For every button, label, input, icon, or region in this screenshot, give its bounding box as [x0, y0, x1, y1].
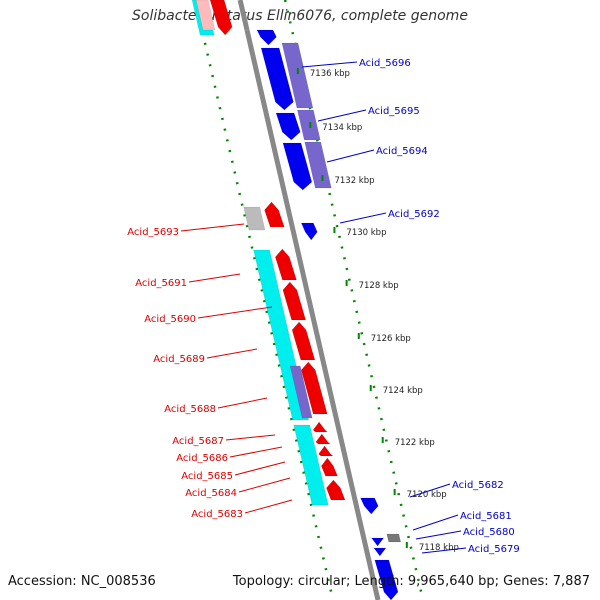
- gene-label-reverse: Acid_5680: [463, 527, 515, 538]
- cyan-feature: [293, 424, 329, 506]
- gene-arrow: [260, 47, 294, 111]
- gene-arrow: [291, 321, 316, 361]
- kbp-tick-label: 7136 kbp: [310, 69, 350, 79]
- gene-arrow: [256, 29, 277, 46]
- genome-backbone: [237, 0, 381, 600]
- accession-text: Accession: NC_008536: [8, 574, 156, 589]
- backbone-line: [244, 29, 381, 600]
- gene-label-reverse-leader: [421, 547, 467, 554]
- gene-arrow: [282, 142, 313, 191]
- gene-label-forward-leader: [188, 273, 241, 283]
- gene-label-forward: Acid_5686: [176, 453, 228, 464]
- gene-arrow: [300, 222, 318, 241]
- gene-label-forward-leader: [238, 477, 291, 493]
- kbp-tick-label: 7124 kbp: [383, 386, 423, 396]
- gene-label-forward-leader: [180, 223, 245, 232]
- gene-arrow: [275, 112, 301, 141]
- purple-feature: [304, 141, 332, 189]
- gene-label-reverse: Acid_5679: [468, 544, 520, 555]
- gene-label-forward: Acid_5684: [185, 488, 237, 499]
- kbp-tick-label: 7120 kbp: [407, 490, 447, 500]
- kbp-tick-label: 7118 kbp: [419, 543, 459, 553]
- gene-label-forward: Acid_5693: [127, 227, 179, 238]
- gene-label-forward: Acid_5685: [181, 471, 233, 482]
- gene-arrow: [326, 479, 346, 501]
- genome-summary-text: Topology: circular; Length: 9,965,640 bp…: [232, 574, 590, 589]
- gene-label-forward: Acid_5690: [144, 314, 196, 325]
- gene-label-forward-leader: [234, 461, 286, 476]
- gene-label-forward-leader: [206, 348, 258, 359]
- purple-feature: [281, 42, 314, 109]
- gene-label-forward-leader: [244, 499, 293, 514]
- purple-feature: [297, 109, 321, 141]
- gene-label-forward-leader: [229, 446, 283, 458]
- gene-arrow: [301, 361, 328, 415]
- gene-label-forward-leader: [197, 306, 273, 319]
- gene-label-reverse-leader: [339, 212, 387, 224]
- gene-arrow: [312, 421, 329, 433]
- gene-label-reverse-leader: [301, 61, 358, 68]
- gene-label-reverse-leader: [415, 530, 462, 540]
- backbone-line-top: [237, 0, 250, 31]
- gene-label-reverse-leader: [409, 483, 451, 498]
- gene-label-forward: Acid_5689: [153, 354, 205, 365]
- kbp-tick-label: 7132 kbp: [334, 176, 374, 186]
- gene-label-reverse-leader: [317, 109, 367, 122]
- gene-label-forward-leader: [225, 434, 276, 441]
- gene-label-reverse: Acid_5682: [452, 480, 504, 491]
- grey-feature: [386, 533, 401, 543]
- gene-arrow: [369, 537, 385, 547]
- kbp-scale: 7136 kbp 7134 kbp 7132 kbp 7130 kbp 7128 kbp…: [296, 68, 459, 553]
- gene-label-reverse: Acid_5681: [460, 511, 512, 522]
- gene-arrow: [372, 547, 387, 557]
- gene-label-reverse: Acid_5695: [368, 106, 420, 117]
- gene-labels: Acid_5693 Acid_5691 Acid_5690 Acid_5689 Acid…: [127, 58, 520, 555]
- kbp-tick-label: 7122 kbp: [395, 438, 435, 448]
- grey-feature: [243, 206, 266, 231]
- pink-feature: [195, 0, 216, 31]
- gene-arrow: [360, 497, 379, 515]
- gene-arrow: [209, 0, 233, 36]
- purple-feature: [289, 365, 313, 419]
- kbp-tick-label: 7134 kbp: [322, 123, 362, 133]
- gene-label-forward: Acid_5687: [172, 436, 224, 447]
- gene-label-forward: Acid_5683: [191, 509, 243, 520]
- gene-label-reverse-leader: [326, 149, 375, 163]
- gene-arrow: [275, 248, 297, 281]
- kbp-tick-label: 7130 kbp: [346, 228, 386, 238]
- feature-tracks: [191, 0, 401, 600]
- gene-label-reverse: Acid_5692: [388, 209, 440, 220]
- kbp-tick-label: 7128 kbp: [359, 281, 399, 291]
- gene-arrow: [282, 281, 306, 321]
- gene-label-forward-leader: [217, 397, 268, 409]
- gene-arrow: [318, 445, 334, 457]
- kbp-tick-label: 7126 kbp: [371, 334, 411, 344]
- gene-arrow: [374, 559, 399, 600]
- gene-arrow: [321, 457, 338, 477]
- gene-arrow: [264, 201, 285, 228]
- gene-label-forward: Acid_5691: [135, 278, 187, 289]
- gene-label-reverse: Acid_5694: [376, 146, 428, 157]
- gene-label-forward: Acid_5688: [164, 404, 216, 415]
- gene-label-reverse: Acid_5696: [359, 58, 411, 69]
- gene-label-reverse-leader: [412, 514, 459, 531]
- gene-arrow: [315, 433, 331, 445]
